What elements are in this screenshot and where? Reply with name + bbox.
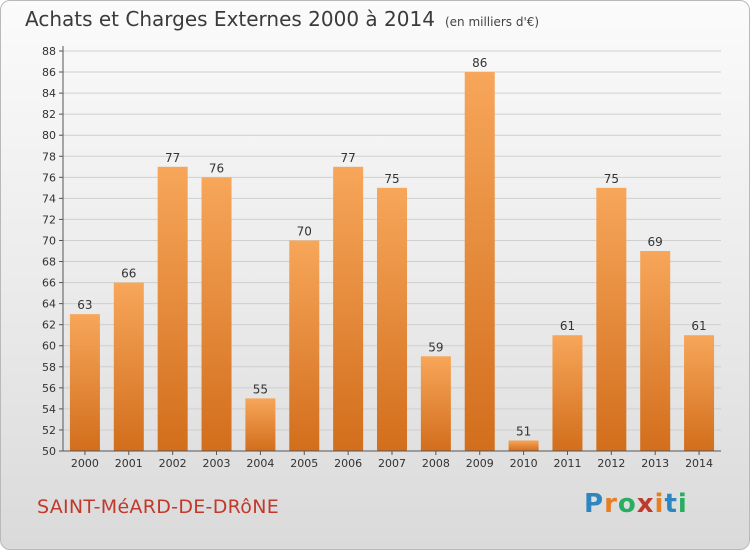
axes: [62, 46, 721, 452]
data-label: 86: [472, 56, 487, 70]
y-tick-label: 70: [42, 234, 56, 247]
x-tick-label: 2013: [641, 457, 669, 470]
logo-letter: i: [677, 489, 688, 519]
data-label: 77: [340, 151, 355, 165]
x-tick-label: 2000: [71, 457, 99, 470]
y-tick-label: 74: [42, 192, 56, 205]
data-label: 51: [516, 424, 531, 438]
y-tick-label: 58: [42, 361, 56, 374]
bar: [377, 187, 407, 451]
y-tick-label: 80: [42, 129, 56, 142]
bar: [464, 72, 495, 451]
y-tick-label: 72: [42, 213, 56, 226]
data-label: 77: [165, 151, 180, 165]
bar: [420, 356, 451, 451]
y-tick-label: 82: [42, 108, 56, 121]
chart-title: Achats et Charges Externes 2000 à 2014 (e…: [25, 7, 539, 31]
y-tick-label: 60: [42, 340, 56, 353]
x-tick-label: 2011: [553, 457, 581, 470]
x-tick-label: 2004: [246, 457, 274, 470]
y-tick-label: 66: [42, 277, 56, 290]
data-label: 61: [560, 319, 575, 333]
bar: [684, 335, 715, 451]
bar: [69, 314, 100, 451]
data-label: 55: [253, 382, 268, 396]
bar: [289, 240, 320, 451]
y-tick-label: 64: [42, 298, 56, 311]
x-tick-label: 2010: [510, 457, 538, 470]
bar: [508, 440, 539, 451]
data-label: 70: [297, 224, 312, 238]
x-tick-label: 2014: [685, 457, 713, 470]
y-tick-label: 62: [42, 319, 56, 332]
y-tick-label: 68: [42, 256, 56, 269]
y-tick-label: 50: [42, 445, 56, 458]
chart-unit-note: (en milliers d'€): [444, 15, 540, 29]
x-tick-label: 2005: [290, 457, 318, 470]
y-tick-label: 76: [42, 171, 56, 184]
y-axis-ticks: 50 52 54 56 58 60 62 64 66 68 70 72 74 76 78 80 82 84 86 88: [42, 45, 63, 458]
logo-letter: i: [654, 489, 665, 519]
data-label: 59: [428, 340, 443, 354]
logo-letter: t: [664, 489, 678, 519]
x-tick-label: 2012: [597, 457, 625, 470]
bars: [69, 72, 715, 451]
data-label: 75: [384, 172, 399, 186]
data-label: 75: [604, 172, 619, 186]
data-labels: 63 66 77 76 55 70 77 75 59 86 51 61 75 69 61: [77, 56, 706, 438]
bar: [333, 166, 364, 451]
bar: [596, 187, 627, 451]
logo-letter: P: [584, 489, 605, 519]
bar: [201, 177, 232, 451]
bar: [640, 251, 671, 451]
y-tick-label: 86: [42, 66, 56, 79]
x-tick-label: 2009: [466, 457, 494, 470]
data-label: 66: [121, 267, 136, 281]
city-name: SAINT-MéARD-DE-DRôNE: [37, 496, 280, 518]
x-tick-label: 2006: [334, 457, 362, 470]
logo-letter: x: [636, 489, 655, 519]
logo-letter: r: [604, 489, 618, 519]
bar: [113, 282, 144, 451]
data-label: 61: [691, 319, 706, 333]
y-tick-label: 84: [42, 87, 56, 100]
data-label: 76: [209, 161, 224, 175]
bar: [245, 398, 276, 451]
y-tick-label: 78: [42, 150, 56, 163]
x-tick-label: 2007: [378, 457, 406, 470]
x-tick-label: 2001: [115, 457, 143, 470]
y-tick-label: 88: [42, 45, 56, 58]
x-tick-label: 2002: [159, 457, 187, 470]
bar: [552, 335, 583, 451]
chart-title-text: Achats et Charges Externes 2000 à 2014: [25, 7, 435, 31]
x-axis-ticks: 2000 2001 2002 2003 2004 2005 2006 2007 2008 2009…: [71, 451, 713, 470]
y-tick-label: 56: [42, 382, 56, 395]
x-tick-label: 2003: [203, 457, 231, 470]
bar: [157, 166, 188, 451]
x-tick-label: 2008: [422, 457, 450, 470]
proxiti-logo: Proxiti: [584, 489, 688, 519]
y-tick-label: 52: [42, 424, 56, 437]
y-tick-label: 54: [42, 403, 56, 416]
data-label: 63: [77, 298, 92, 312]
data-label: 69: [648, 235, 663, 249]
logo-letter: o: [617, 489, 637, 519]
